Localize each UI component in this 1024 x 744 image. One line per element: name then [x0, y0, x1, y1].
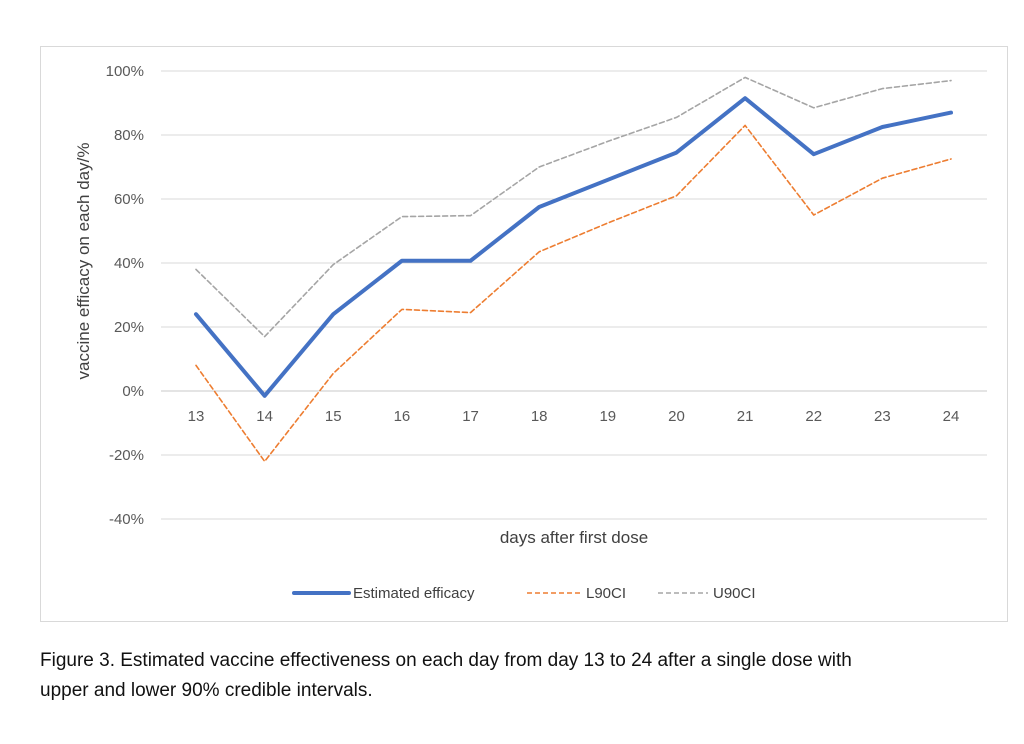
- x-tick-label: 17: [462, 408, 479, 425]
- gridlines: [161, 70, 987, 520]
- x-tick-label: 16: [394, 408, 411, 425]
- y-tick-label: -40%: [109, 511, 144, 528]
- y-tick-label: 20%: [114, 319, 144, 336]
- x-tick-label: 22: [805, 408, 822, 425]
- x-tick-label: 19: [599, 408, 616, 425]
- legend: Estimated efficacy L90CI U90CI: [292, 585, 756, 602]
- y-tick-label: 60%: [114, 191, 144, 208]
- line-chart: -40%-20%0%20%40%60%80%100% 13 14 15 16 17 18 1…: [74, 63, 987, 602]
- y-axis-title: vaccine efficacy on each day/%: [74, 143, 93, 380]
- caption-line-1: Figure 3. Estimated vaccine effectivenes…: [40, 650, 852, 671]
- series-line-l90ci: [195, 124, 952, 463]
- x-axis-ticks: 13 14 15 16 17 18 19 20 21 22 23 24: [188, 408, 960, 425]
- y-tick-label: -20%: [109, 447, 144, 464]
- series-line-u90ci: [195, 76, 952, 338]
- y-axis-ticks: -40% -20% 0% 20% 40% 60% 80% 100%: [106, 63, 144, 528]
- series-line-estimated-efficacy: [194, 96, 953, 398]
- x-tick-label: 14: [256, 408, 273, 425]
- x-tick-label: 20: [668, 408, 685, 425]
- y-tick-label: 100%: [106, 63, 144, 80]
- x-axis-title: days after first dose: [500, 528, 648, 547]
- series-lines: [194, 76, 953, 463]
- figure-caption: Figure 3. Estimated vaccine effectivenes…: [40, 646, 980, 706]
- caption-line-2: upper and lower 90% credible intervals.: [40, 680, 373, 701]
- x-tick-label: 24: [943, 408, 960, 425]
- y-tick-label: 80%: [114, 127, 144, 144]
- legend-label: L90CI: [586, 585, 626, 602]
- x-tick-label: 18: [531, 408, 548, 425]
- x-tick-label: 21: [737, 408, 754, 425]
- x-tick-label: 23: [874, 408, 891, 425]
- x-tick-label: 13: [188, 408, 205, 425]
- legend-label: U90CI: [713, 585, 756, 602]
- y-tick-label: 40%: [114, 255, 144, 272]
- legend-label: Estimated efficacy: [353, 585, 475, 602]
- chart-frame: -40% -20% 0% 20% 40% 60% 80% 100% 13 14 15 16 17 18 1…: [40, 46, 1008, 622]
- x-tick-label: 15: [325, 408, 342, 425]
- y-tick-label: 0%: [122, 383, 144, 400]
